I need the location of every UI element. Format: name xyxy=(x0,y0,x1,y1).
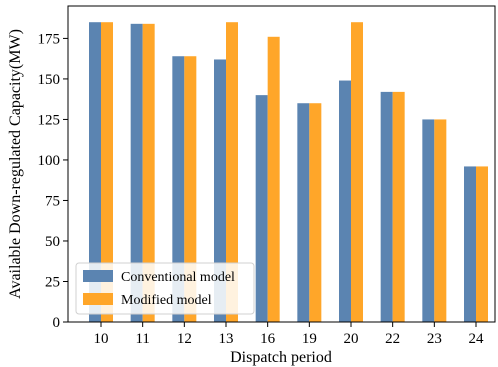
bar-modified-20 xyxy=(351,22,363,322)
bar-conventional-12 xyxy=(172,56,185,322)
y-tick-label: 0 xyxy=(53,315,61,331)
y-tick-label: 25 xyxy=(45,274,60,290)
legend-label-modified: Modified model xyxy=(121,293,212,308)
y-tick-label: 75 xyxy=(45,193,60,209)
bar-modified-12 xyxy=(184,56,197,322)
x-tick-label: 24 xyxy=(469,331,485,347)
legend-label-conventional: Conventional model xyxy=(121,270,235,285)
y-tick-label: 100 xyxy=(38,153,61,169)
bars-group xyxy=(89,22,488,323)
bar-conventional-23 xyxy=(422,119,435,322)
plot-frame xyxy=(67,5,496,323)
y-tick-label: 175 xyxy=(38,31,61,47)
x-tick-label: 12 xyxy=(177,331,192,347)
x-tick-label: 16 xyxy=(260,331,276,347)
bar-conventional-10 xyxy=(89,22,101,322)
bar-conventional-24 xyxy=(464,166,476,322)
bar-modified-19 xyxy=(309,103,322,322)
x-tick-label: 19 xyxy=(302,331,317,347)
bar-modified-16 xyxy=(267,36,280,323)
bar-modified-10 xyxy=(101,22,113,322)
bar-conventional-11 xyxy=(130,23,143,322)
y-tick-label: 150 xyxy=(38,72,61,88)
x-tick-label: 10 xyxy=(94,331,109,347)
bar-modified-11 xyxy=(142,23,155,322)
bar-modified-23 xyxy=(434,119,447,322)
x-tick-label: 11 xyxy=(135,331,149,347)
y-axis: 0 25 50 75 100 125 150 175 xyxy=(38,31,68,331)
x-tick-label: 13 xyxy=(219,331,234,347)
bar-conventional-22 xyxy=(380,91,393,322)
legend-box xyxy=(75,262,255,315)
x-tick-label: 22 xyxy=(385,331,400,347)
y-axis-label: Available Down-regulated Capacity(MW) xyxy=(7,29,24,299)
bar-modified-22 xyxy=(392,91,405,322)
y-tick-label: 50 xyxy=(45,234,60,250)
x-axis-label: Dispatch period xyxy=(230,349,332,366)
bar-modified-24 xyxy=(476,166,488,322)
x-tick-label: 23 xyxy=(427,331,442,347)
bar-conventional-13 xyxy=(214,59,226,322)
y-tick-label: 125 xyxy=(38,112,61,128)
legend: Conventional model Modified model xyxy=(75,262,255,315)
bar-modified-13 xyxy=(226,22,238,322)
bar-conventional-16 xyxy=(255,95,268,322)
bar-conventional-20 xyxy=(339,80,351,323)
x-tick-label: 20 xyxy=(344,331,359,347)
bar-conventional-19 xyxy=(297,103,310,322)
legend-swatch-conventional xyxy=(83,270,113,282)
legend-swatch-modified xyxy=(83,293,113,305)
x-axis: 10 11 12 13 16 19 20 22 23 24 xyxy=(94,322,485,347)
